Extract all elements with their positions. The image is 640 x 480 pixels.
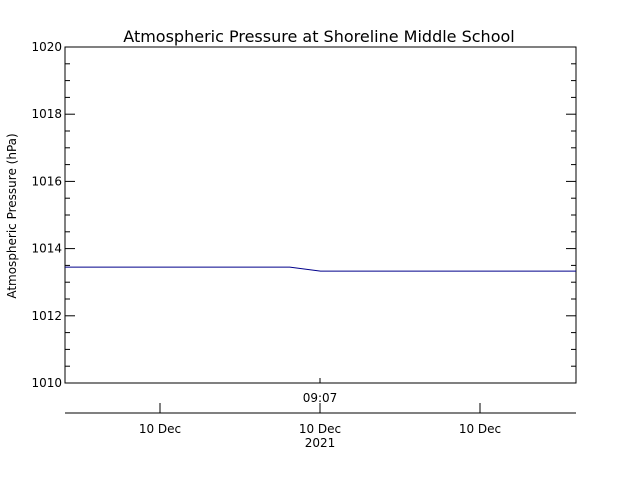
x-year-label: 2021 xyxy=(305,436,336,450)
plot-frame xyxy=(64,46,577,384)
chart-title: Atmospheric Pressure at Shoreline Middle… xyxy=(123,27,514,46)
y-tick-label: 1010 xyxy=(31,376,62,390)
date-tick-label: 10 Dec xyxy=(459,422,501,436)
y-tick-label: 1012 xyxy=(31,309,62,323)
y-tick-label: 1020 xyxy=(31,40,62,54)
date-tick-label: 10 Dec xyxy=(299,422,341,436)
date-tick-label: 10 Dec xyxy=(139,422,181,436)
y-axis-label: Atmospheric Pressure (hPa) xyxy=(5,133,19,298)
y-tick-label: 1016 xyxy=(31,174,62,188)
y-tick-label: 1018 xyxy=(31,107,62,121)
plot-area: 1010 1012 1014 1016 1018 1020 10 Dec 10 Dec 10 D… xyxy=(31,40,577,436)
y-tick-label: 1014 xyxy=(31,242,62,256)
pressure-series-line xyxy=(65,266,576,272)
top-time-label: 09:07 xyxy=(303,391,338,405)
